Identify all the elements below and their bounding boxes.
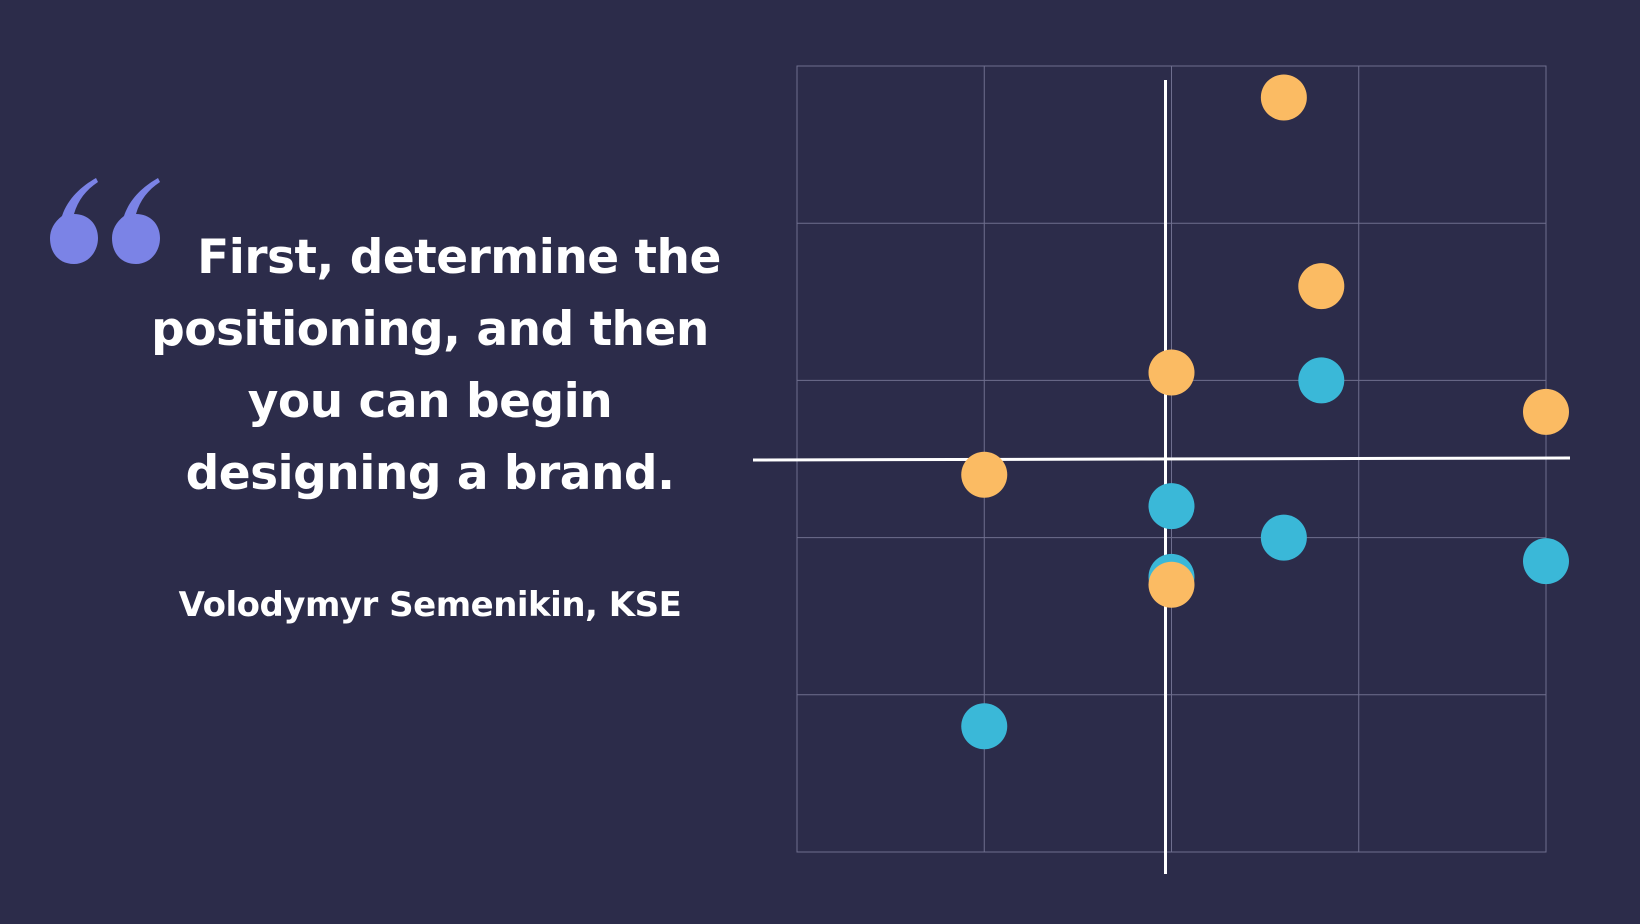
quote-author: Volodymyr Semenikin, KSE [178,585,682,625]
quotation-mark-icon [50,178,160,264]
quote-line: First, determine the [197,230,721,285]
scatter-point [1148,483,1195,530]
x-axis [752,456,1571,462]
scatter-point [1298,263,1345,310]
quote-line: you can begin [247,374,613,429]
scatter-point [1148,561,1195,608]
scatter-point [1148,349,1195,396]
quote-text: First, determine the positioning, and th… [130,222,730,510]
scatter-point [1260,74,1307,121]
scatter-point [1523,388,1569,435]
scatter-point [961,703,1008,750]
scatter-point [1298,357,1345,404]
quote-line: designing a brand. [185,446,675,501]
scatter-point [1260,514,1307,561]
quote-line: positioning, and then [151,302,709,357]
scatter-point [961,451,1008,498]
scatter-point [1523,538,1569,585]
